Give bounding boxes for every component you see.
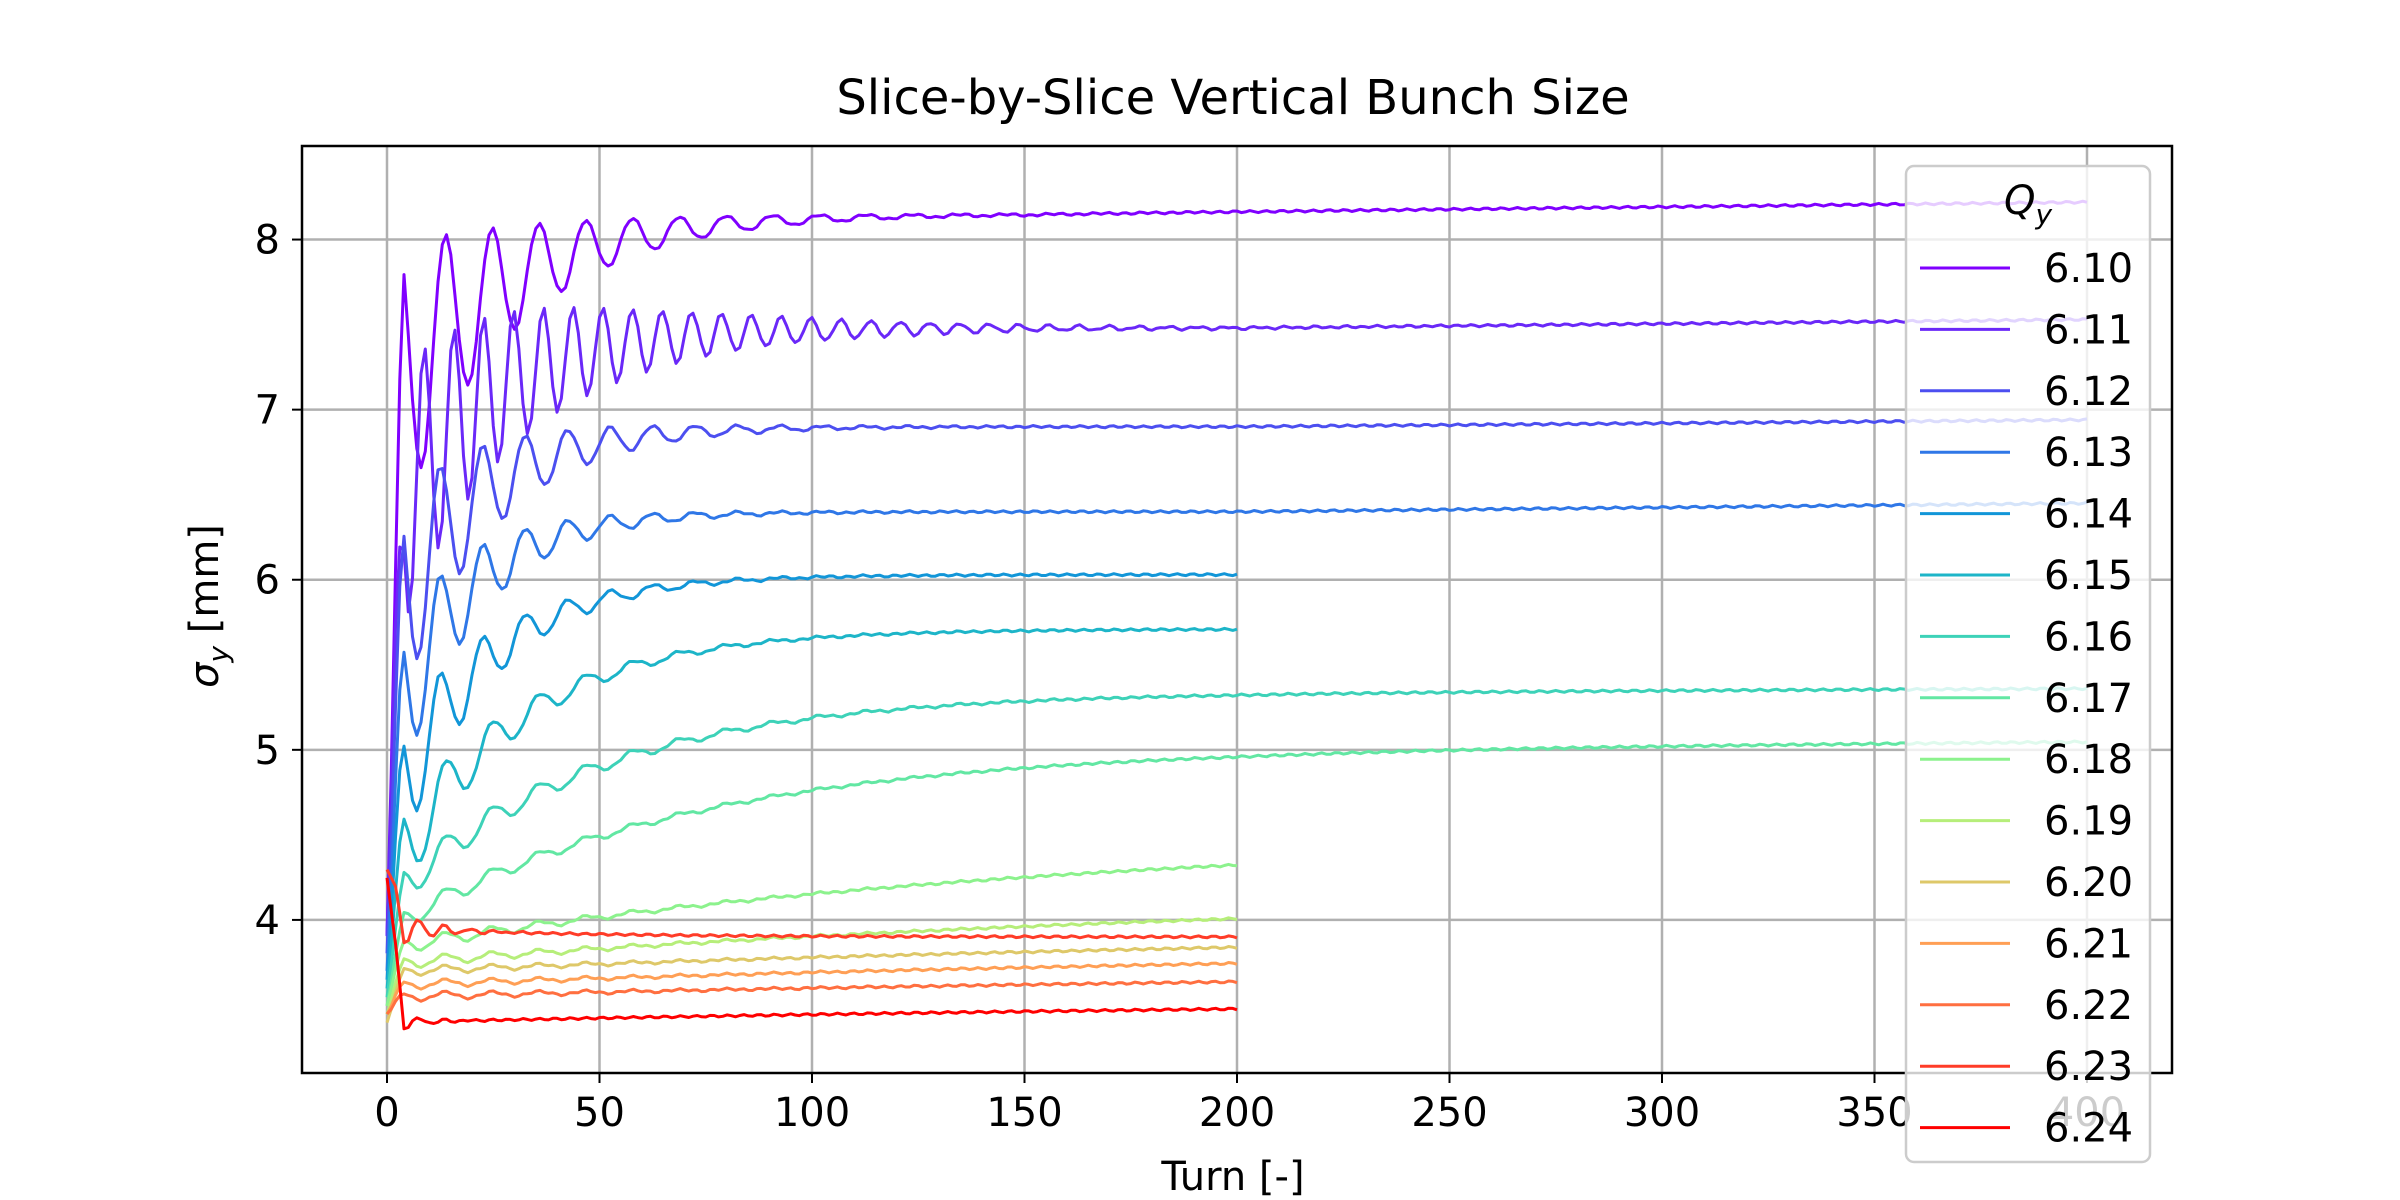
y-tick-label: 8 bbox=[255, 218, 280, 264]
x-tick-label: 350 bbox=[1836, 1090, 1912, 1136]
series-line-6.22 bbox=[385, 979, 1238, 1015]
legend-label: 6.10 bbox=[2044, 246, 2133, 292]
x-tick-label: 200 bbox=[1199, 1090, 1275, 1136]
series-lines bbox=[385, 199, 2088, 1031]
legend-label: 6.12 bbox=[2044, 369, 2133, 415]
y-tick-label: 6 bbox=[255, 558, 280, 604]
legend-label: 6.13 bbox=[2044, 430, 2133, 476]
series-line-6.18 bbox=[385, 862, 1238, 1007]
legend-title-subscript: y bbox=[2034, 198, 2052, 231]
legend-label: 6.17 bbox=[2044, 676, 2133, 722]
series-line-6.14 bbox=[385, 572, 1238, 980]
series-line-6.21 bbox=[385, 961, 1238, 1015]
y-axis-label: σy [mm] bbox=[182, 524, 235, 688]
legend-label: 6.18 bbox=[2044, 737, 2133, 783]
x-tick-label: 300 bbox=[1624, 1090, 1700, 1136]
x-tick-label: 100 bbox=[774, 1090, 850, 1136]
y-axis-label-subscript: y bbox=[202, 646, 235, 664]
legend-label: 6.21 bbox=[2044, 921, 2133, 967]
y-tick-label: 5 bbox=[255, 728, 280, 774]
series-line-6.24 bbox=[385, 877, 1238, 1031]
legend-label: 6.15 bbox=[2044, 553, 2133, 599]
y-tick-label: 7 bbox=[255, 388, 280, 434]
series-line-6.11 bbox=[385, 306, 2088, 937]
legend-label: 6.14 bbox=[2044, 492, 2133, 538]
series-line-6.16 bbox=[385, 686, 2088, 998]
chart-title: Slice-by-Slice Vertical Bunch Size bbox=[836, 70, 1629, 126]
x-tick-label: 50 bbox=[574, 1090, 625, 1136]
y-axis-label-symbol: σ bbox=[182, 661, 228, 688]
y-axis-label-unit: [mm] bbox=[182, 524, 228, 646]
series-line-6.20 bbox=[385, 945, 1238, 1024]
series-line-6.17 bbox=[385, 739, 2088, 1007]
y-tick-label: 4 bbox=[255, 898, 280, 944]
x-tick-label: 150 bbox=[986, 1090, 1062, 1136]
series-line-6.10 bbox=[385, 199, 2088, 937]
legend-title: Qy bbox=[2004, 178, 2052, 231]
legend: Qy 6.106.116.126.136.146.156.166.176.186… bbox=[1904, 164, 2152, 1164]
x-axis-label: Turn [-] bbox=[1160, 1154, 1304, 1200]
legend-label: 6.22 bbox=[2044, 983, 2133, 1029]
legend-label: 6.19 bbox=[2044, 799, 2133, 845]
legend-label: 6.24 bbox=[2044, 1106, 2133, 1152]
legend-entries: 6.10 6.11 6.12 6.13 6.14 6.15 6.16 6.17 6.18 6.19… bbox=[1920, 246, 2133, 1152]
x-tick-label: 0 bbox=[374, 1090, 399, 1136]
legend-title-symbol: Q bbox=[2004, 178, 2035, 224]
legend-label: 6.23 bbox=[2044, 1044, 2133, 1090]
legend-label: 6.11 bbox=[2044, 307, 2133, 353]
series-line-6.13 bbox=[385, 500, 2088, 971]
legend-box bbox=[1904, 164, 2152, 1164]
series-line-6.23 bbox=[385, 868, 1238, 945]
series-line-6.15 bbox=[385, 626, 1238, 989]
legend-label: 6.20 bbox=[2044, 860, 2133, 906]
x-tick-label: 250 bbox=[1411, 1090, 1487, 1136]
series-line-6.12 bbox=[385, 417, 2088, 954]
legend-label: 6.16 bbox=[2044, 614, 2133, 660]
